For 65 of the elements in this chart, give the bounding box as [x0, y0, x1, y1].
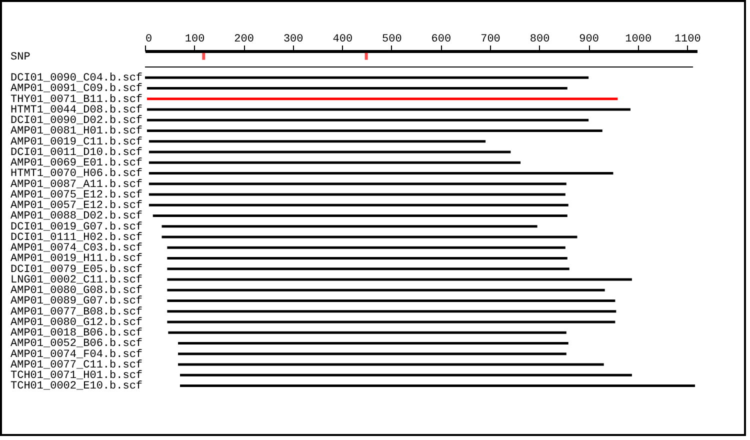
y-tick-label: AMP01_0089_G07.b.scf: [10, 296, 143, 308]
y-tick-label: AMP01_0088_D02.b.scf: [10, 210, 143, 223]
bar: [167, 299, 616, 302]
y-tick-label: THY01_0071_B11.b.scf: [10, 94, 143, 106]
bar: [167, 246, 566, 249]
bar: [146, 108, 630, 111]
y-tick-label: HTMT1_0070_H06.b.scf: [10, 168, 143, 180]
x-tick-label: 300: [283, 34, 304, 46]
y-tick-label: LNG01_0002_C11.b.scf: [10, 274, 143, 286]
y-tick-label: DCI01_0019_G07.b.scf: [10, 221, 143, 234]
x-tick-label: 700: [480, 34, 500, 46]
bar: [146, 86, 568, 90]
y-tick-label: AMP01_0087_A11.b.scf: [10, 178, 143, 191]
x-tick-label: 0: [146, 34, 152, 46]
bar: [168, 331, 566, 334]
y-tick-label: SNP: [10, 51, 31, 64]
y-tick-label: AMP01_0052_B06.b.scf: [10, 338, 143, 350]
y-tick-label: AMP01_0075_E12.b.scf: [10, 189, 143, 202]
x-tick-label: 800: [530, 34, 550, 46]
y-tick-label: AMP01_0019_H11.b.scf: [10, 253, 143, 266]
x-tick-label: 1100: [674, 34, 701, 46]
bar: [148, 182, 566, 186]
bar: [145, 76, 589, 79]
bar: [148, 150, 511, 154]
y-tick-label: AMP01_0077_C11.b.scf: [10, 359, 143, 372]
x-tick-label: 500: [382, 34, 402, 46]
x-tick-label: 200: [234, 34, 254, 46]
bar: [178, 352, 566, 356]
y-tick-label: TCH01_0002_E10.b.scf: [10, 380, 143, 393]
y-tick-label: DCI01_0011_D10.b.scf: [10, 146, 143, 159]
x-tick-label: 400: [332, 34, 353, 46]
bar: [162, 225, 538, 228]
y-tick-label: HTMT1_0044_D08.b.scf: [10, 104, 143, 116]
y-tick-label: AMP01_0077_B08.b.scf: [10, 306, 143, 318]
y-tick-label: DCI01_0079_E05.b.scf: [10, 264, 143, 276]
bar: [167, 278, 632, 281]
bar: [167, 256, 568, 260]
y-tick-label: AMP01_0080_G12.b.scf: [10, 316, 143, 329]
x-tick-label: 1000: [625, 34, 652, 46]
bar: [148, 193, 566, 196]
bar: [180, 384, 696, 387]
bar: [146, 118, 589, 122]
bar: [148, 172, 614, 174]
bar: [146, 129, 602, 132]
bar: [178, 342, 568, 344]
y-tick-label: AMP01_0074_F04.b.scf: [10, 348, 143, 361]
bar: [167, 268, 570, 270]
x-tick-label: 900: [579, 34, 599, 46]
bar: [148, 204, 568, 206]
bar: [148, 161, 521, 164]
bar: [167, 310, 616, 313]
x-tick-label: 600: [431, 34, 452, 46]
y-tick-label: DCI01_0111_H02.b.scf: [10, 232, 143, 244]
bar: [167, 288, 605, 292]
bar: [162, 236, 578, 238]
bar: [167, 320, 616, 324]
bar: [152, 214, 568, 217]
x-tick-label: 100: [184, 34, 205, 46]
bar: [180, 374, 632, 376]
bar: [148, 140, 486, 143]
bar: [178, 363, 604, 366]
y-tick-label: AMP01_0019_C11.b.scf: [10, 136, 143, 148]
y-tick-label: AMP01_0081_H01.b.scf: [10, 126, 143, 138]
bar: [146, 98, 618, 100]
y-tick-label: AMP01_0091_C09.b.scf: [10, 83, 143, 96]
